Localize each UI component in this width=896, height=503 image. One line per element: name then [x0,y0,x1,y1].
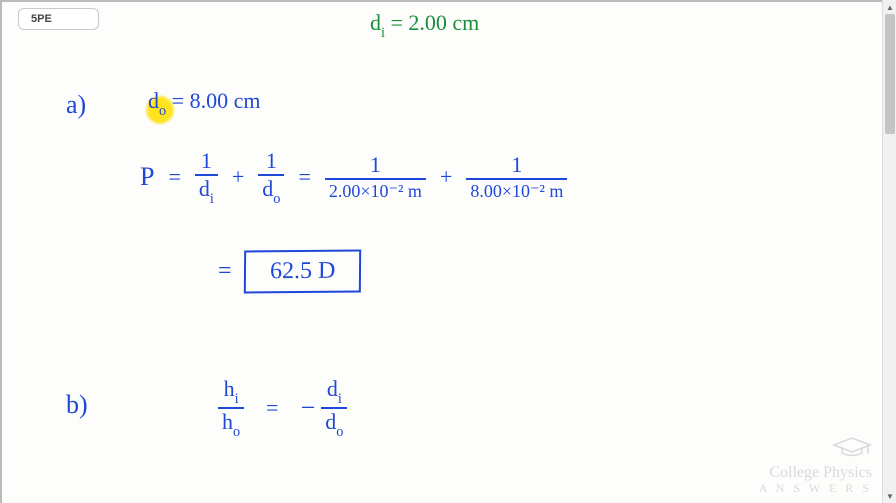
frac-di-do: di do [321,378,347,437]
frac-val-2: 1 8.00×10⁻² m [466,154,567,200]
scroll-down-icon[interactable]: ▼ [883,489,896,503]
do-line: do = 8.00 cm [148,88,260,118]
frac-1-di: 1 di [195,150,218,205]
symbol-P: P [140,162,154,192]
scroll-thumb[interactable] [885,14,895,134]
given-di: di = 2.00 cm [370,10,479,40]
problem-tag: 5PE [18,8,99,30]
magnification-equation: hi ho = − di do [218,378,347,437]
scroll-up-icon[interactable]: ▲ [883,0,896,14]
power-equation: P = 1 di + 1 do = 1 2.00×10⁻² m + 1 8.00… [140,150,567,205]
frac-1-do: 1 do [258,150,284,205]
vertical-scrollbar[interactable]: ▲ ▼ [882,0,896,503]
content-frame [0,0,896,503]
watermark-line1: College Physics [759,464,872,482]
watermark: College Physics A N S W E R S [759,436,872,495]
answer-box: 62.5 D [243,249,361,293]
frac-hi-ho: hi ho [218,378,244,437]
watermark-line2: A N S W E R S [759,482,872,495]
part-b-label: b) [66,390,88,420]
part-a-label: a) [66,90,86,120]
frac-val-1: 1 2.00×10⁻² m [325,154,426,200]
grad-cap-icon [832,436,872,458]
answer-row: = 62.5 D [218,250,361,293]
